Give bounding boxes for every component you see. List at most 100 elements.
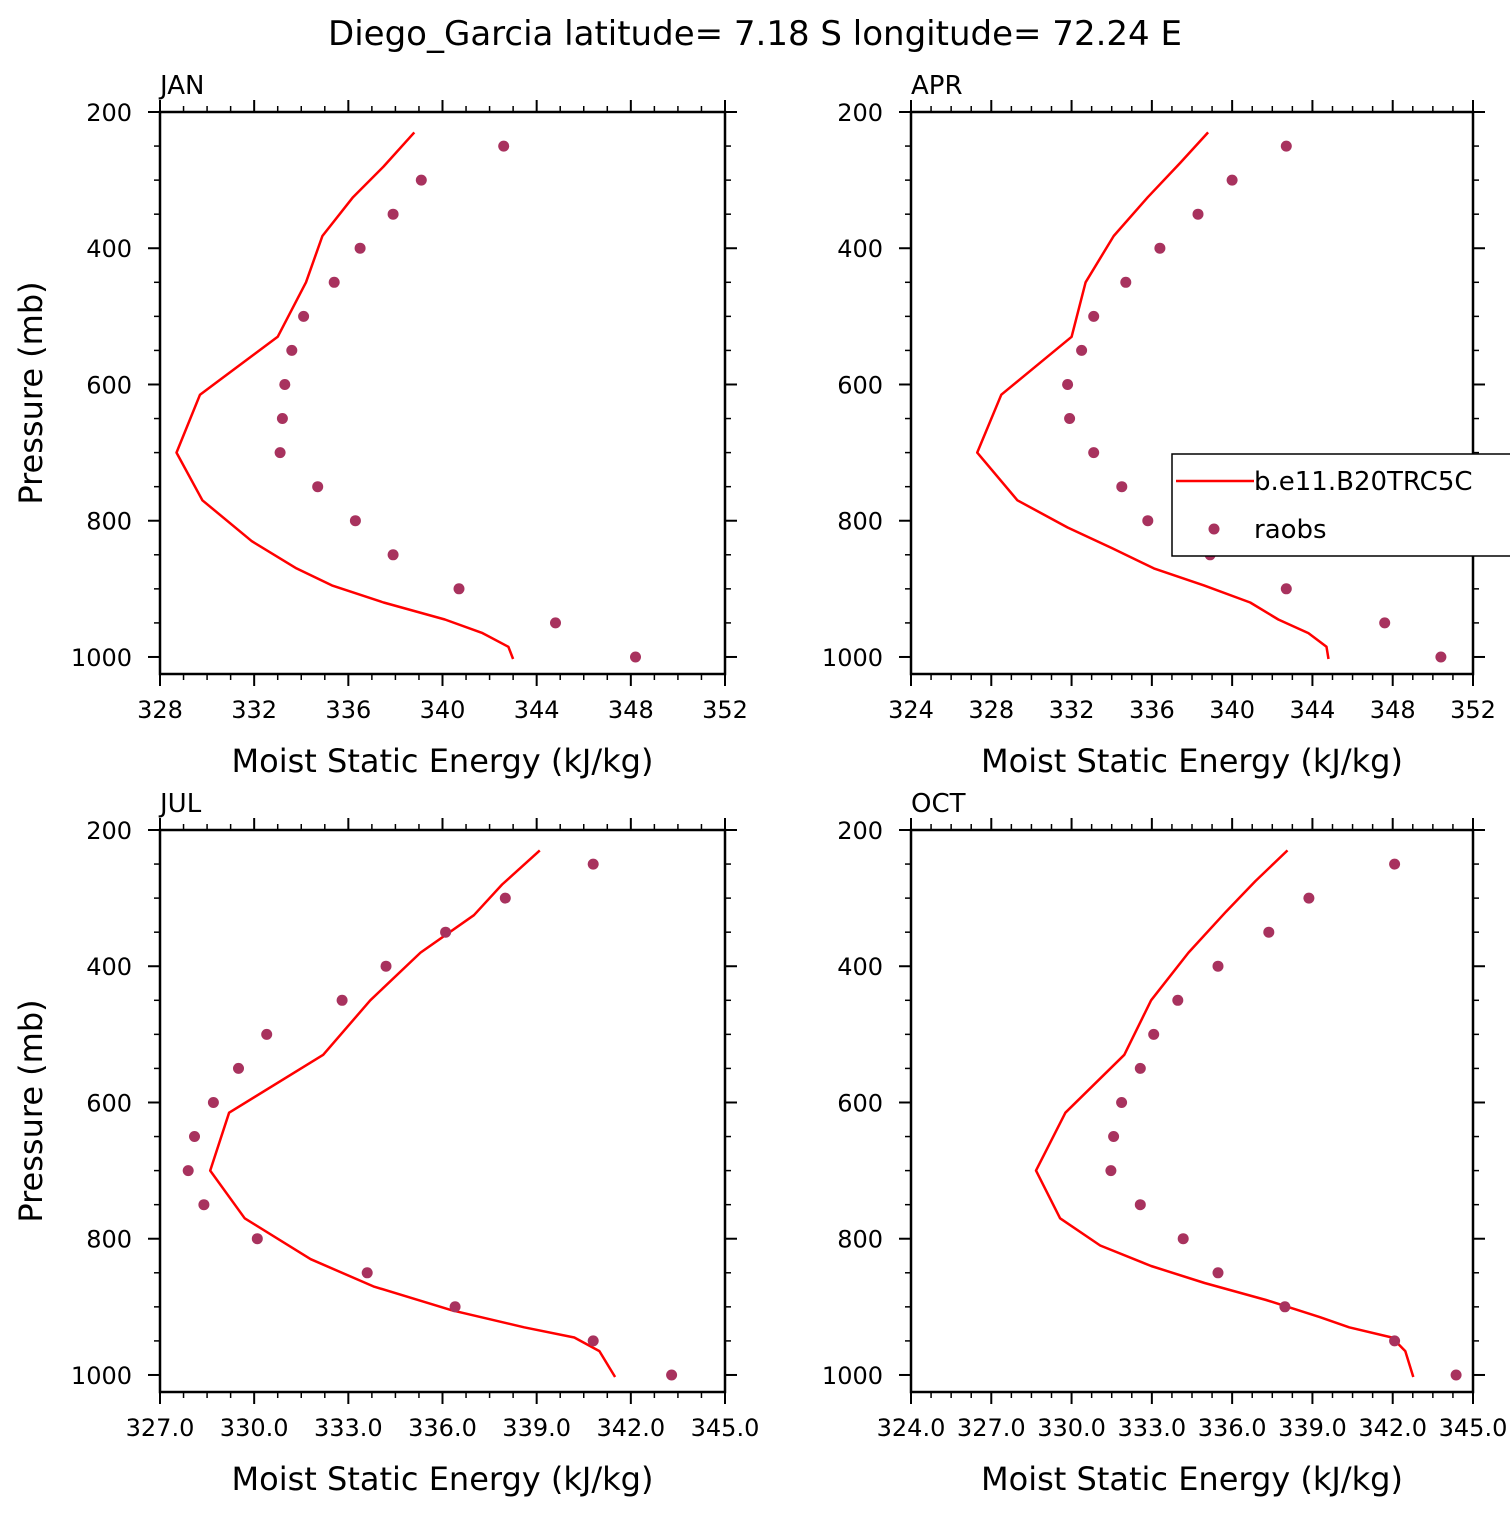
x-tick-label: 345.0 [691,1414,760,1442]
raobs-point [1450,1369,1462,1381]
raobs-point [380,960,392,972]
plot-frame [158,110,727,676]
y-tick-label: 600 [837,371,883,399]
y-tick-label: 400 [86,953,132,981]
raobs-point [233,1062,244,1074]
y-tick-label: 800 [837,508,883,536]
y-tick-label: 600 [837,1089,883,1117]
x-tick-label: 340 [420,696,466,724]
y-tick-label: 600 [86,1089,132,1117]
y-tick-label: 800 [86,508,132,536]
y-tick-label: 200 [837,99,883,127]
x-tick-label: 348 [1370,696,1416,724]
x-axis-title: Moist Static Energy (kJ/kg) [981,1460,1403,1498]
x-tick-label: 328 [968,696,1014,724]
raobs-point [440,926,452,938]
x-tick-label: 328 [137,696,183,724]
model-series-line [975,131,1330,660]
raobs-point [1280,140,1292,152]
model-series-line [175,131,515,660]
x-tick-label: 332 [231,696,277,724]
raobs-point [1389,858,1401,870]
raobs-point [251,1233,263,1245]
raobs-point [1379,617,1391,629]
y-tick-label: 200 [86,99,132,127]
y-tick-label: 400 [837,235,883,263]
raobs-point [587,1335,599,1347]
x-tick-label: 324.0 [877,1414,946,1442]
raobs-point [1154,242,1166,254]
raobs-point [1105,1165,1117,1177]
raobs-point [1088,310,1100,322]
x-tick-label: 324 [888,696,934,724]
raobs-point [1108,1131,1120,1142]
y-axis-title: Pressure (mb) [12,999,50,1222]
raobs-point [1116,481,1128,493]
raobs-point [1389,1335,1401,1347]
x-axis-title: Moist Static Energy (kJ/kg) [981,742,1403,780]
panel-jul: JUL 327.0 330.0 333.0 336.0 339.0 342.0 345.0 20… [12,789,759,1498]
raobs-point [328,276,340,288]
panel-label: APR [911,71,963,101]
legend-label: raobs [1254,515,1327,545]
y-tick-label: 800 [837,1226,883,1254]
legend-box [1171,453,1510,557]
raobs-point [498,140,510,152]
raobs-point [336,994,348,1006]
x-tick-label: 352 [702,696,748,724]
raobs-point [630,651,641,663]
y-tick-label: 1000 [71,644,132,672]
raobs-point [354,242,366,254]
raobs-point [1064,413,1076,424]
raobs-point [1120,276,1132,288]
raobs-point [276,413,288,424]
raobs-point [286,344,298,356]
raobs-point [182,1165,194,1177]
x-tick-label: 344 [514,696,560,724]
x-tick-label: 342.0 [596,1414,665,1442]
raobs-point [1116,1097,1128,1108]
panel-apr: APR 324 328 332 336 340 344 348 352 200 400 600 800 1… [822,71,1496,780]
x-tick-label: 330.0 [220,1414,289,1442]
x-tick-label: 327.0 [957,1414,1026,1442]
raobs-point [1279,1301,1291,1313]
x-axis-title: Moist Static Energy (kJ/kg) [232,742,654,780]
raobs-point [312,481,324,493]
raobs-point [1192,208,1204,220]
y-axis-title: Pressure (mb) [12,281,50,504]
x-tick-label: 352 [1450,696,1496,724]
raobs-point [387,208,399,220]
raobs-point [1134,1199,1146,1211]
x-tick-label: 340 [1209,696,1255,724]
raobs-point [349,515,361,527]
raobs-point [1435,651,1447,663]
raobs-point [261,1028,273,1040]
y-tick-label: 400 [837,953,883,981]
x-tick-label: 330.0 [1037,1414,1106,1442]
raobs-point [550,617,561,629]
raobs-point [274,447,286,459]
model-series-line [208,849,617,1378]
x-tick-label: 332 [1049,696,1095,724]
x-tick-label: 342.0 [1358,1414,1427,1442]
legend-label: b.e11.B20TRC5C [1254,467,1473,497]
raobs-point [587,858,599,870]
x-tick-label: 333.0 [1117,1414,1186,1442]
x-tick-label: 344 [1290,696,1336,724]
panel-label: JUL [158,789,202,819]
raobs-point [279,379,291,390]
raobs-point [1076,344,1088,356]
panel-label: JAN [158,71,204,101]
panel-label: OCT [911,789,966,819]
raobs-point [415,174,427,186]
x-tick-label: 333.0 [314,1414,383,1442]
raobs-point [387,549,399,561]
x-tick-label: 336 [325,696,371,724]
plot-frame [909,828,1475,1394]
raobs-point [1134,1062,1146,1074]
panel-oct: OCT 324.0 327.0 330.0 333.0 336.0 339.0 342.0 34… [822,789,1507,1498]
y-tick-label: 600 [86,371,132,399]
raobs-point [1212,1267,1224,1279]
model-series-line [1034,849,1415,1378]
figure-title: Diego_Garcia latitude= 7.18 S longitude=… [328,14,1182,54]
